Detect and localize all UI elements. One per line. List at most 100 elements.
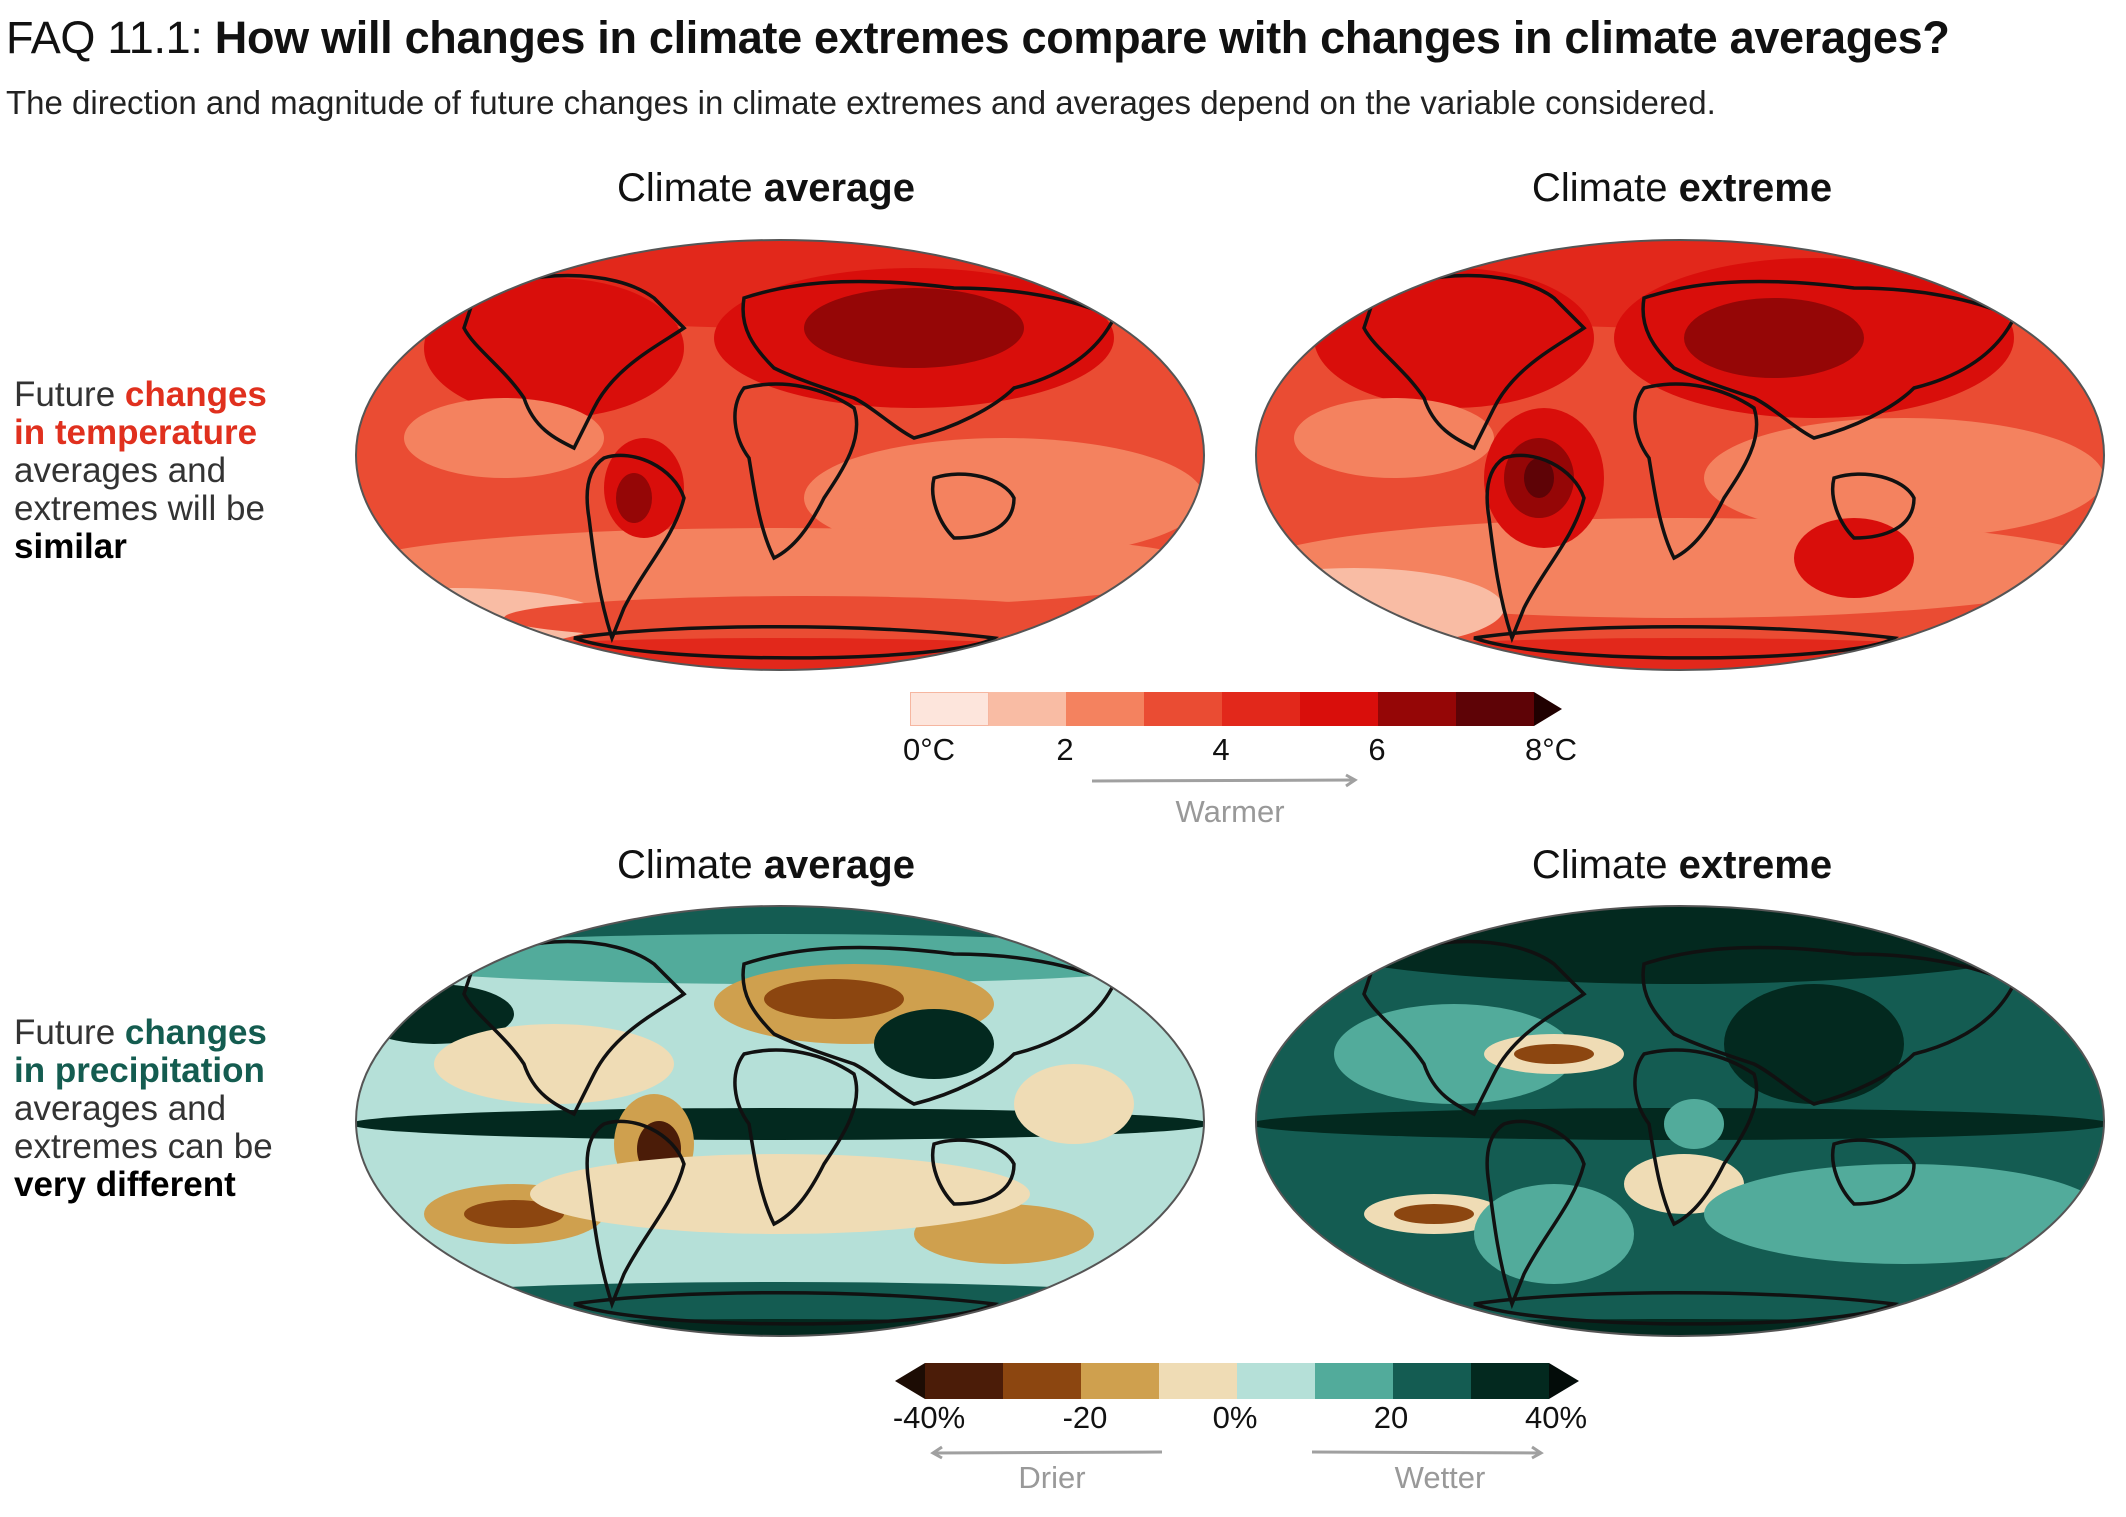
- anomaly-region: [1704, 418, 2104, 538]
- anomaly-region: [1664, 1099, 1724, 1149]
- map-precipitation-average: [355, 905, 1205, 1337]
- warmer-arrow-icon: [1091, 773, 1358, 788]
- colorbar-outline: [910, 692, 989, 726]
- continent-outline: [1485, 453, 1586, 644]
- continent-outline: [1641, 279, 2017, 440]
- anomaly-region: [1256, 638, 2104, 670]
- colorbar-segment: [1003, 1363, 1081, 1399]
- temp-tick: 6: [1368, 732, 1386, 767]
- continent-outline: [1831, 472, 1916, 540]
- figure-subtitle: The direction and magnitude of future ch…: [6, 84, 1716, 121]
- map-border: [1255, 239, 2105, 671]
- continent-outline: [1362, 939, 1587, 1117]
- anomaly-region: [616, 473, 652, 523]
- continent-outline: [931, 472, 1016, 540]
- precipitation-colorbar: [895, 1363, 1579, 1399]
- continent-outline: [733, 1048, 859, 1227]
- colorbar-segment: [1081, 1363, 1159, 1399]
- faq-number: FAQ 11.1:: [6, 12, 203, 63]
- continent-outline: [573, 1291, 1000, 1326]
- colorbar-under-arrow: [895, 1363, 925, 1399]
- anomaly-region: [1794, 518, 1914, 598]
- precip-tick: -20: [1062, 1400, 1108, 1435]
- precip-tick: 40%: [1524, 1400, 1588, 1435]
- anomaly-region: [1514, 1044, 1594, 1064]
- colorbar-segment: [1456, 692, 1534, 726]
- colorbar-segment: [910, 692, 988, 726]
- heading-precip-extreme: Climate extreme: [1531, 843, 1833, 887]
- colorbar-segment: [925, 1363, 1003, 1399]
- colorbar-segment: [1315, 1363, 1393, 1399]
- colorbar-segment: [1159, 1363, 1237, 1399]
- colorbar-segment: [1222, 692, 1300, 726]
- anomaly-region: [404, 398, 604, 478]
- colorbar-segment: [988, 692, 1066, 726]
- continent-outline: [585, 1119, 686, 1310]
- anomaly-region: [804, 438, 1204, 558]
- anomaly-region: [1014, 1064, 1134, 1144]
- drier-arrow-icon: [930, 1445, 1163, 1460]
- map-border: [1255, 905, 2105, 1337]
- colorbar-segment: [1066, 692, 1144, 726]
- map-precipitation-extreme: [1255, 905, 2105, 1337]
- anomaly-region: [356, 528, 1204, 608]
- anomaly-region: [1294, 398, 1494, 478]
- continent-outline: [1473, 1291, 1900, 1326]
- anomaly-region: [1256, 568, 1504, 648]
- temp-tick: 0°C: [902, 732, 956, 767]
- colorbar-segment: [1300, 692, 1378, 726]
- anomaly-region: [1684, 298, 1864, 378]
- anomaly-region: [1474, 1184, 1634, 1284]
- colorbar-segment: [1471, 1363, 1549, 1399]
- faq-question: How will changes in climate extremes com…: [214, 12, 1950, 63]
- continent-outline: [741, 279, 1117, 440]
- drier-label: Drier: [1018, 1460, 1086, 1495]
- continent-outline: [1362, 273, 1587, 451]
- anomaly-region: [1524, 458, 1554, 498]
- heading-temp-extreme: Climate extreme: [1531, 166, 1833, 210]
- anomaly-region: [874, 1009, 994, 1079]
- map-field: [356, 906, 1204, 1336]
- continent-outline: [573, 625, 1000, 660]
- precip-tick: -40%: [892, 1400, 966, 1435]
- precip-tick: 0%: [1212, 1400, 1258, 1435]
- precip-tick: 20: [1373, 1400, 1409, 1435]
- row-label-temperature: Future changes in temperature averages a…: [14, 375, 267, 566]
- heading-temp-average: Climate average: [617, 166, 915, 210]
- continent-outline: [1473, 625, 1900, 660]
- anomaly-region: [424, 278, 684, 418]
- row-label-precipitation: Future changes in precipitation averages…: [14, 1013, 273, 1204]
- continent-outline: [462, 273, 687, 451]
- anomaly-region: [530, 1154, 1030, 1234]
- continent-outline: [741, 945, 1117, 1106]
- continent-outline: [1641, 945, 2017, 1106]
- warmer-label: Warmer: [1175, 794, 1285, 829]
- temp-tick: 4: [1212, 732, 1230, 767]
- temp-tick: 2: [1056, 732, 1074, 767]
- colorbar-segment: [1144, 692, 1222, 726]
- map-temperature-extreme: [1255, 239, 2105, 671]
- anomaly-region: [356, 934, 1204, 984]
- continent-outline: [585, 453, 686, 644]
- anomaly-region: [764, 979, 904, 1019]
- continent-outline: [1831, 1138, 1916, 1206]
- anomaly-region: [1394, 1204, 1474, 1224]
- anomaly-region: [1724, 984, 1904, 1104]
- anomaly-region: [434, 1024, 674, 1104]
- anomaly-region: [1704, 1164, 2104, 1264]
- colorbar-segment: [1393, 1363, 1471, 1399]
- temp-tick: 8°C: [1524, 732, 1578, 767]
- anomaly-region: [356, 1108, 1204, 1140]
- map-field: [1256, 240, 2104, 670]
- map-temperature-average: [355, 239, 1205, 671]
- colorbar-over-arrow: [1534, 692, 1562, 726]
- map-border: [355, 905, 1205, 1337]
- colorbar-segment: [1237, 1363, 1315, 1399]
- wetter-label: Wetter: [1394, 1460, 1486, 1495]
- anomaly-region: [804, 288, 1024, 368]
- wetter-arrow-icon: [1311, 1445, 1544, 1460]
- continent-outline: [462, 939, 687, 1117]
- map-border: [355, 239, 1205, 671]
- temperature-colorbar: [910, 692, 1562, 726]
- anomaly-region: [464, 1200, 564, 1228]
